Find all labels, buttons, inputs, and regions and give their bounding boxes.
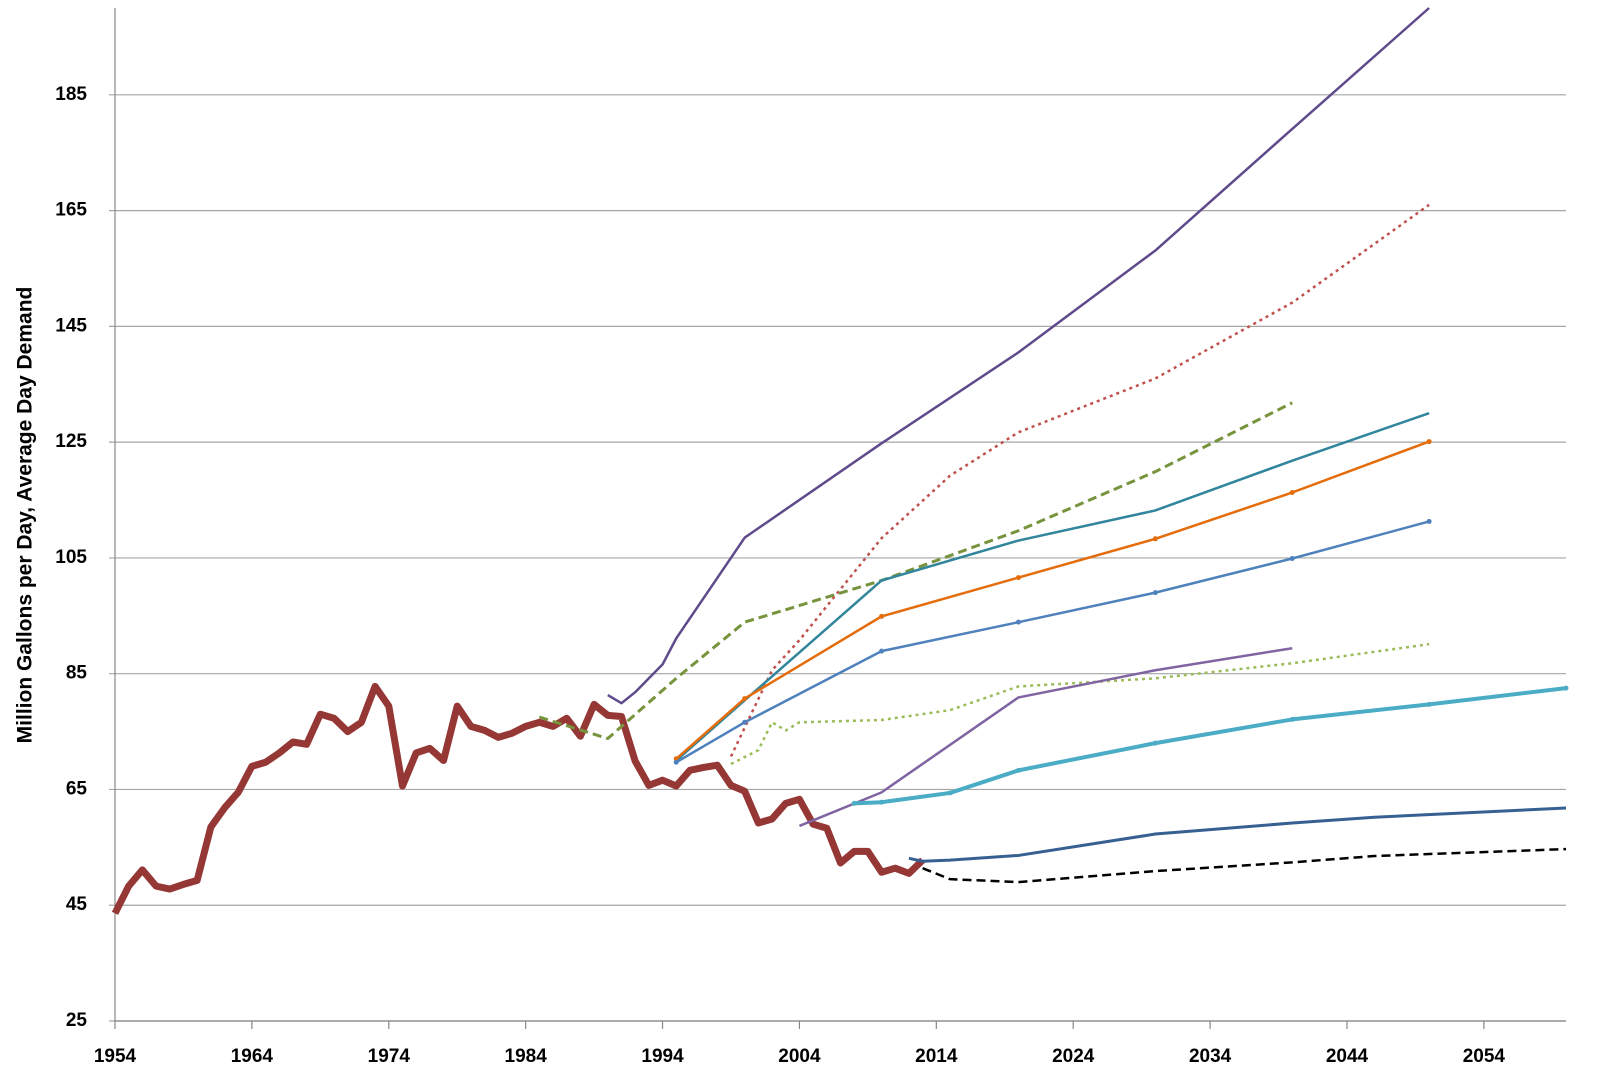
series-marker	[673, 756, 679, 762]
series-marker	[742, 719, 748, 725]
series-marker	[673, 759, 679, 765]
series-line	[729, 203, 1430, 757]
y-tick-label: 45	[66, 894, 88, 915]
series-marker	[1152, 536, 1158, 542]
series-line	[607, 7, 1430, 705]
series-marker	[1015, 575, 1021, 581]
x-tick-label: 2014	[915, 1046, 958, 1067]
x-tick-label: 2024	[1052, 1046, 1095, 1067]
series-line	[798, 646, 1293, 828]
series-marker	[1426, 518, 1432, 524]
series-line	[111, 682, 926, 915]
x-tick-label: 1954	[94, 1046, 137, 1067]
series-line	[675, 412, 1430, 762]
series-line	[675, 440, 1430, 760]
series-marker	[1563, 685, 1569, 691]
y-tick-label: 145	[55, 315, 87, 336]
series-line	[730, 642, 1430, 766]
series-marker	[879, 648, 885, 654]
series-marker	[1015, 767, 1021, 773]
series-marker	[1289, 555, 1295, 561]
y-tick-label: 185	[55, 84, 87, 105]
series-line	[908, 806, 1567, 863]
y-tick-label: 25	[66, 1010, 88, 1031]
series-marker	[1152, 740, 1158, 746]
x-tick-label: 1974	[368, 1046, 411, 1067]
y-tick-label: 165	[55, 200, 87, 221]
series-marker	[1152, 590, 1158, 596]
x-tick-label: 1984	[505, 1046, 548, 1067]
x-tick-label: 2044	[1326, 1046, 1369, 1067]
series-line	[538, 401, 1293, 741]
x-tick-label: 2054	[1463, 1046, 1506, 1067]
series-marker	[1015, 619, 1021, 625]
x-tick-label: 1994	[641, 1046, 684, 1067]
series-marker	[947, 790, 953, 796]
x-tick-label: 1964	[231, 1046, 274, 1067]
series-marker	[742, 696, 748, 702]
series-marker	[879, 799, 885, 805]
series-marker	[1289, 490, 1295, 496]
y-axis-label: Million Gallons per Day, Average Day Dem…	[14, 287, 37, 744]
series-marker	[1426, 439, 1432, 445]
y-tick-label: 125	[55, 431, 87, 452]
series-marker	[879, 613, 885, 619]
series-line	[854, 686, 1567, 806]
x-tick-label: 2034	[1189, 1046, 1232, 1067]
series-marker	[1426, 701, 1432, 707]
series-marker	[1289, 716, 1295, 722]
series-marker	[851, 800, 857, 806]
x-tick-label: 2004	[778, 1046, 821, 1067]
y-tick-label: 85	[66, 663, 88, 684]
series-line	[922, 847, 1567, 884]
y-tick-label: 105	[55, 547, 87, 568]
y-tick-label: 65	[66, 778, 88, 799]
